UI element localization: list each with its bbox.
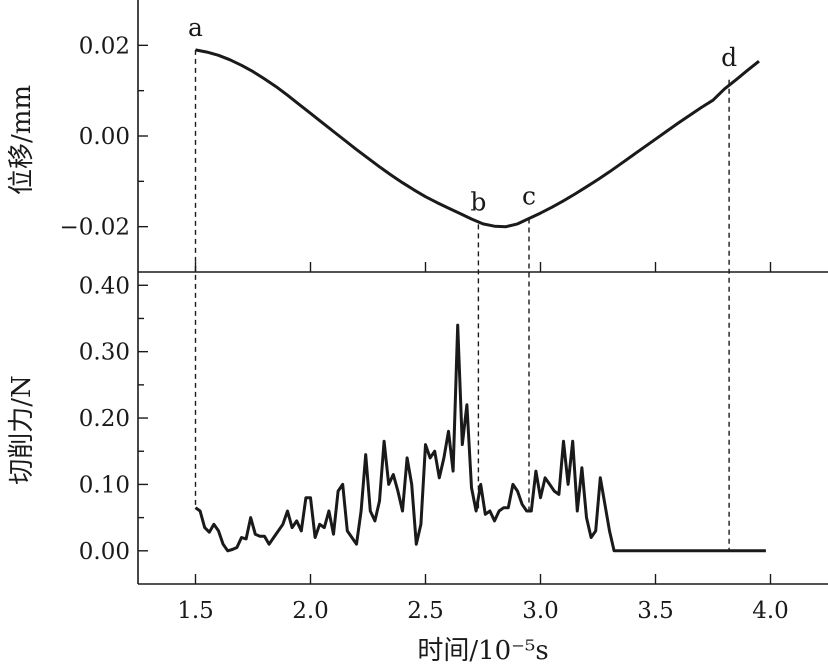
force-y-tick-label: 0.30	[79, 340, 130, 366]
force-x-tick-label: 4.0	[752, 598, 789, 624]
force-x-tick-label: 3.5	[637, 598, 674, 624]
force-y-axis-label: 切削力/N	[7, 375, 37, 485]
displacement-y-axis-label: 位移/mm	[7, 85, 37, 195]
force-y-ticks: 0.00 0.10 0.20 0.30 0.40	[79, 273, 148, 565]
displacement-y-tick-label: 0.00	[79, 124, 130, 150]
displacement-panel: −0.02 0.00 0.02 位移/mm a b c d	[7, 0, 828, 273]
x-axis-label: 时间/10⁻⁵s	[417, 636, 548, 666]
point-label-d: d	[721, 43, 737, 72]
force-y-tick-label: 0.00	[79, 539, 130, 565]
force-y-tick-label: 0.40	[79, 273, 130, 299]
dashed-guide-lines	[194, 49, 730, 551]
force-x-tick-label: 3.0	[522, 598, 559, 624]
cutting-force-curve	[194, 323, 766, 553]
displacement-x-ticks	[194, 262, 772, 272]
displacement-curve	[195, 48, 760, 229]
force-x-tick-label: 2.0	[292, 598, 329, 624]
point-label-c: c	[522, 182, 536, 211]
point-label-b: b	[470, 187, 486, 216]
point-labels: a b c d	[188, 13, 737, 217]
force-y-tick-label: 0.10	[79, 472, 130, 498]
displacement-y-tick-label: −0.02	[60, 215, 130, 241]
cutting-force-panel: 0.000.100.200.300.40 1.5 2.0 2.5 3.0 3.5 4.0 …	[7, 272, 828, 666]
point-label-a: a	[188, 13, 203, 42]
force-x-tick-label: 1.5	[177, 598, 214, 624]
displacement-y-tick-label: 0.02	[79, 33, 130, 59]
force-x-tick-label: 2.5	[407, 598, 444, 624]
force-y-tick-label: 0.20	[79, 406, 130, 432]
displacement-y-ticks: −0.02 0.00 0.02	[60, 33, 148, 241]
force-x-ticks: 1.5 2.0 2.5 3.0 3.5 4.0	[177, 574, 789, 624]
